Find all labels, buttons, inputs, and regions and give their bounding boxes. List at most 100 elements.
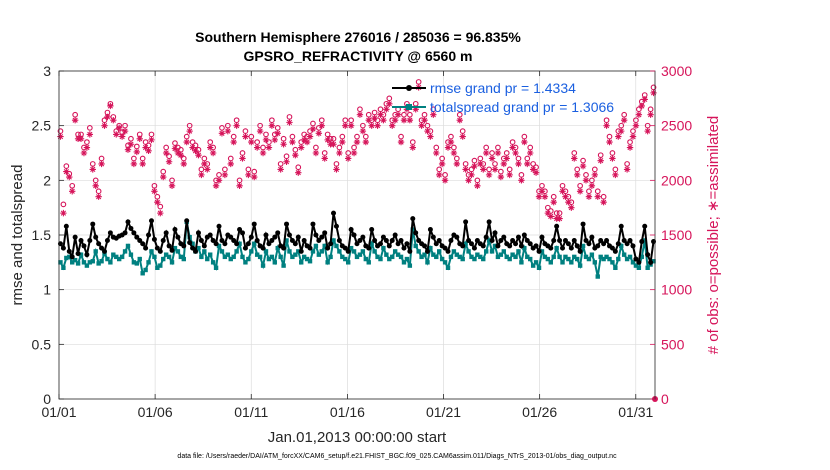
- point-totalspread: [137, 256, 142, 262]
- point-totalspread: [331, 238, 336, 243]
- point-obs-assimilated: [424, 127, 431, 135]
- footer-data-file: data file: /Users/raeder/DAI/ATM_forcXX/…: [177, 453, 617, 460]
- point-obs-assimilated: [242, 133, 249, 140]
- point-obs-assimilated: [477, 160, 484, 168]
- point-obs-assimilated: [295, 169, 302, 176]
- point-rmse: [463, 219, 469, 225]
- point-obs-assimilated: [603, 122, 610, 129]
- point-totalspread: [407, 263, 413, 268]
- point-totalspread: [595, 274, 600, 279]
- point-obs-assimilated: [165, 158, 173, 165]
- point-rmse: [96, 241, 102, 247]
- point-totalspread: [243, 260, 248, 265]
- point-totalspread: [569, 260, 574, 265]
- point-obs-assimilated: [136, 135, 143, 142]
- point-rmse: [219, 237, 225, 243]
- point-obs-assimilated: [600, 199, 607, 206]
- point-rmse: [151, 236, 157, 242]
- chart-title-line1: Southern Hemisphere 276016 / 285036 = 96…: [195, 29, 521, 45]
- point-totalspread: [343, 256, 348, 262]
- point-totalspread: [369, 241, 374, 246]
- point-totalspread: [222, 254, 228, 260]
- point-totalspread: [395, 252, 401, 257]
- point-obs-assimilated: [453, 160, 461, 168]
- point-totalspread: [545, 256, 551, 262]
- point-totalspread: [272, 260, 277, 265]
- point-rmse: [536, 248, 542, 254]
- point-rmse: [198, 237, 204, 243]
- point-obs-assimilated: [550, 199, 557, 206]
- point-totalspread: [252, 241, 257, 246]
- point-obs-assimilated: [644, 127, 651, 135]
- point-totalspread: [64, 255, 69, 261]
- point-rmse: [427, 227, 433, 233]
- point-obs-assimilated: [438, 160, 446, 168]
- point-totalspread: [613, 265, 618, 270]
- point-obs-assimilated: [309, 125, 317, 133]
- point-obs-assimilated: [591, 171, 599, 179]
- point-rmse: [75, 251, 81, 257]
- point-obs-assimilated: [148, 136, 155, 144]
- point-rmse: [574, 243, 580, 249]
- point-obs-assimilated: [207, 144, 214, 151]
- point-obs-assimilated: [224, 127, 232, 135]
- series-totalspread: [58, 219, 656, 279]
- point-totalspread: [621, 252, 627, 257]
- point-rmse: [633, 256, 639, 262]
- point-rmse: [322, 230, 328, 236]
- point-obs-assimilated: [139, 160, 146, 168]
- point-totalspread: [580, 243, 586, 249]
- point-rmse: [527, 241, 533, 247]
- point-obs-assimilated: [588, 182, 596, 189]
- point-totalspread: [81, 260, 87, 265]
- point-totalspread: [58, 260, 63, 265]
- point-obs-assimilated: [189, 144, 196, 151]
- point-totalspread: [172, 245, 178, 251]
- point-obs-assimilated: [606, 138, 613, 146]
- point-totalspread: [87, 260, 93, 265]
- point-rmse: [571, 237, 577, 243]
- point-totalspread: [428, 245, 433, 251]
- point-obs-assimilated: [321, 155, 328, 162]
- series-obs: [57, 79, 658, 402]
- point-rmse: [357, 237, 363, 243]
- point-obs-assimilated: [485, 171, 493, 179]
- point-totalspread: [122, 249, 128, 254]
- point-totalspread: [651, 259, 656, 264]
- point-rmse: [448, 237, 454, 243]
- point-obs-assimilated: [362, 138, 370, 146]
- point-totalspread: [78, 252, 84, 257]
- point-totalspread: [128, 252, 134, 257]
- point-rmse: [386, 243, 392, 249]
- point-rmse: [601, 241, 607, 247]
- point-rmse: [187, 240, 193, 246]
- point-totalspread: [125, 243, 131, 249]
- point-totalspread: [158, 263, 163, 268]
- point-obs-possible: [157, 203, 164, 210]
- point-totalspread: [278, 254, 283, 260]
- point-rmse: [510, 237, 516, 243]
- point-totalspread: [445, 265, 451, 270]
- point-rmse: [239, 230, 245, 236]
- point-totalspread: [99, 259, 104, 264]
- point-totalspread: [105, 256, 110, 262]
- point-totalspread: [169, 260, 175, 265]
- point-rmse: [263, 232, 269, 238]
- point-totalspread: [345, 260, 351, 265]
- point-totalspread: [624, 256, 630, 262]
- point-rmse: [125, 219, 131, 225]
- point-totalspread: [516, 249, 521, 254]
- point-rmse: [128, 225, 134, 231]
- point-totalspread: [563, 254, 568, 260]
- point-obs-assimilated: [374, 122, 381, 129]
- point-rmse: [190, 245, 196, 251]
- point-totalspread: [307, 259, 313, 264]
- point-obs-assimilated: [594, 193, 601, 200]
- point-obs-assimilated: [532, 169, 540, 176]
- point-obs-assimilated: [142, 144, 149, 151]
- point-rmse: [416, 237, 422, 243]
- y-right-tick-label: 2500: [661, 118, 692, 134]
- point-obs-assimilated: [130, 160, 138, 168]
- point-rmse: [333, 223, 339, 229]
- point-obs-assimilated: [344, 155, 352, 162]
